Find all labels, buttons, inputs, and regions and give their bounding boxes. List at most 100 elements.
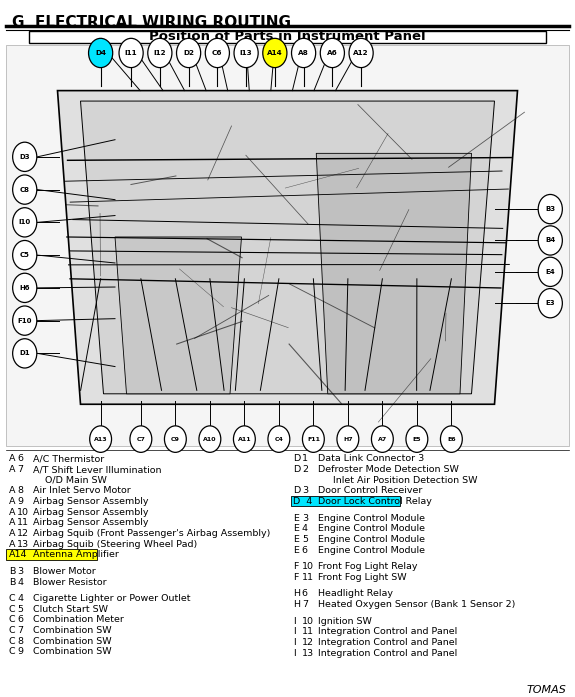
- Text: C: C: [9, 605, 16, 614]
- Text: D: D: [293, 487, 301, 496]
- Text: Integration Control and Panel: Integration Control and Panel: [318, 638, 457, 647]
- Text: C: C: [9, 615, 16, 625]
- Text: 11: 11: [302, 573, 314, 582]
- Text: 4: 4: [302, 524, 308, 533]
- Text: Front Fog Light SW: Front Fog Light SW: [318, 573, 407, 582]
- Text: 4: 4: [17, 594, 23, 603]
- Text: 11: 11: [302, 627, 314, 636]
- Text: A: A: [9, 529, 15, 538]
- Text: 10: 10: [17, 507, 29, 516]
- Text: Combination SW: Combination SW: [33, 626, 112, 635]
- Circle shape: [320, 38, 344, 68]
- Text: C4: C4: [274, 436, 283, 442]
- Polygon shape: [58, 91, 518, 404]
- Circle shape: [292, 38, 316, 68]
- Text: C7: C7: [136, 436, 145, 442]
- Text: Blower Motor: Blower Motor: [33, 567, 96, 576]
- Text: Airbag Squib (Front Passenger's Airbag Assembly): Airbag Squib (Front Passenger's Airbag A…: [33, 529, 271, 538]
- Text: Door Control Receiver: Door Control Receiver: [318, 487, 423, 496]
- Text: H: H: [293, 600, 300, 609]
- FancyBboxPatch shape: [6, 45, 569, 446]
- Text: Engine Control Module: Engine Control Module: [318, 535, 425, 544]
- Text: E: E: [293, 546, 299, 555]
- Text: A7: A7: [378, 436, 387, 442]
- Text: 6: 6: [302, 590, 308, 598]
- Text: D: D: [293, 454, 301, 464]
- Text: 13: 13: [302, 648, 314, 657]
- Circle shape: [268, 426, 290, 452]
- Text: C: C: [9, 637, 16, 646]
- Text: 2: 2: [302, 465, 308, 474]
- Text: Airbag Squib (Steering Wheel Pad): Airbag Squib (Steering Wheel Pad): [33, 539, 198, 549]
- Text: F10: F10: [17, 318, 32, 323]
- Text: H7: H7: [343, 436, 352, 442]
- Circle shape: [13, 273, 37, 302]
- Text: 9: 9: [17, 648, 23, 657]
- Circle shape: [302, 426, 324, 452]
- Text: A11: A11: [237, 436, 251, 442]
- Text: 4: 4: [17, 578, 23, 587]
- Text: I13: I13: [240, 50, 252, 56]
- Circle shape: [205, 38, 229, 68]
- Text: Defroster Mode Detection SW: Defroster Mode Detection SW: [318, 465, 459, 474]
- Circle shape: [13, 208, 37, 237]
- Text: 12: 12: [302, 638, 314, 647]
- Circle shape: [89, 38, 113, 68]
- Text: A: A: [9, 539, 15, 549]
- Text: F: F: [293, 573, 298, 582]
- Text: C: C: [9, 594, 16, 603]
- Text: H: H: [293, 590, 300, 598]
- Circle shape: [538, 257, 562, 286]
- Text: D1: D1: [20, 351, 30, 356]
- Text: D: D: [293, 465, 301, 474]
- Text: Integration Control and Panel: Integration Control and Panel: [318, 648, 457, 657]
- Circle shape: [13, 339, 37, 368]
- Text: A14: A14: [267, 50, 283, 56]
- Text: A/T Shift Lever Illumination: A/T Shift Lever Illumination: [33, 465, 162, 474]
- Text: A10: A10: [203, 436, 217, 442]
- Text: E: E: [293, 524, 299, 533]
- Text: 6: 6: [302, 546, 308, 555]
- Text: A13: A13: [94, 436, 108, 442]
- Circle shape: [164, 426, 186, 452]
- Text: A: A: [9, 519, 15, 528]
- Circle shape: [440, 426, 462, 452]
- Text: E6: E6: [447, 436, 455, 442]
- Text: A: A: [9, 487, 15, 496]
- Text: I10: I10: [18, 220, 31, 225]
- Text: Front Fog Light Relay: Front Fog Light Relay: [318, 562, 417, 571]
- Text: A8: A8: [298, 50, 309, 56]
- Text: Clutch Start SW: Clutch Start SW: [33, 605, 108, 614]
- Polygon shape: [115, 237, 242, 394]
- Text: B3: B3: [545, 206, 555, 212]
- Circle shape: [538, 194, 562, 224]
- Text: D4: D4: [95, 50, 106, 56]
- Text: Airbag Sensor Assembly: Airbag Sensor Assembly: [33, 497, 149, 506]
- Text: Ignition SW: Ignition SW: [318, 617, 372, 625]
- Text: Airbag Sensor Assembly: Airbag Sensor Assembly: [33, 507, 149, 516]
- Text: I11: I11: [125, 50, 137, 56]
- Text: 13: 13: [17, 539, 29, 549]
- Circle shape: [263, 38, 287, 68]
- Text: 7: 7: [17, 465, 23, 474]
- Text: Position of Parts in Instrument Panel: Position of Parts in Instrument Panel: [149, 31, 426, 43]
- Circle shape: [13, 142, 37, 171]
- Text: Inlet Air Position Detection SW: Inlet Air Position Detection SW: [318, 476, 477, 485]
- Text: A: A: [9, 497, 15, 506]
- Circle shape: [349, 38, 373, 68]
- Text: Heated Oxygen Sensor (Bank 1 Sensor 2): Heated Oxygen Sensor (Bank 1 Sensor 2): [318, 600, 515, 609]
- Text: Data Link Connector 3: Data Link Connector 3: [318, 454, 424, 464]
- FancyBboxPatch shape: [29, 31, 546, 43]
- Text: 11: 11: [17, 519, 29, 528]
- Text: Airbag Sensor Assembly: Airbag Sensor Assembly: [33, 519, 149, 528]
- Text: 7: 7: [302, 600, 308, 609]
- Text: E4: E4: [546, 269, 555, 275]
- Text: B4: B4: [545, 238, 555, 243]
- Circle shape: [538, 289, 562, 318]
- Text: C5: C5: [20, 252, 30, 258]
- Text: I: I: [293, 638, 296, 647]
- Circle shape: [13, 306, 37, 335]
- Text: Integration Control and Panel: Integration Control and Panel: [318, 627, 457, 636]
- Text: A: A: [9, 465, 15, 474]
- Circle shape: [406, 426, 428, 452]
